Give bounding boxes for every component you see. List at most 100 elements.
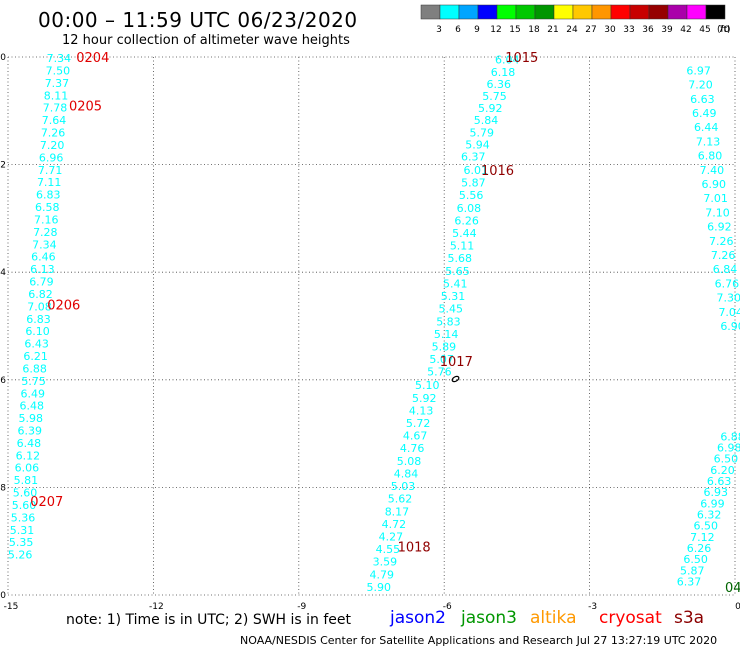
wave-height-label: 6.48 [19, 400, 44, 413]
wave-height-label: 5.84 [474, 114, 499, 127]
wave-height-label: 5.79 [470, 126, 495, 139]
wave-height-label: 7.01 [703, 192, 728, 205]
legend-swatch [667, 4, 688, 20]
wave-height-label: 5.26 [8, 549, 33, 562]
wave-height-label: 5.65 [445, 265, 470, 278]
wave-height-label: 6.21 [23, 350, 48, 363]
wave-height-label: 6.84 [713, 263, 738, 276]
wave-height-label: 6.12 [16, 449, 41, 462]
legend-swatch [572, 4, 593, 20]
wave-height-label: 4.67 [403, 430, 428, 443]
wave-height-label: 7.78 [43, 102, 68, 115]
legend-tick-label: 24 [566, 25, 578, 35]
legend-tick-label: 33 [623, 25, 634, 35]
wave-height-label: 6.80 [698, 150, 723, 163]
wave-height-label: 6.18 [491, 66, 516, 79]
legend-swatch [496, 4, 517, 20]
wave-height-label: 6.96 [39, 151, 64, 164]
wave-height-label: 6.48 [17, 437, 42, 450]
wave-height-label: 8.11 [44, 89, 69, 102]
legend-tick-label: 42 [680, 25, 691, 35]
legend-swatch [515, 4, 536, 20]
legend-tick-label: 15 [509, 25, 520, 35]
wave-height-label: 7.40 [700, 164, 725, 177]
wave-height-label: 6.88 [22, 362, 47, 375]
color-legend: 3 6 9 12 15 18 21 24 27 30 33 36 39 42 45 70(ft) [420, 4, 731, 35]
legend-tick-label: 30 [604, 25, 616, 35]
wave-height-label: 4.72 [382, 518, 407, 531]
wave-height-label: 5.75 [482, 90, 507, 103]
wave-height-label: 5.60 [12, 499, 37, 512]
wave-height-label: 5.87 [680, 564, 705, 577]
lon-axis-label: -3 [588, 602, 597, 612]
wave-height-label: 5.92 [412, 392, 437, 405]
wave-height-label: 6.49 [692, 107, 717, 120]
wave-height-label: 6.58 [35, 201, 60, 214]
wave-height-label: 6.26 [454, 214, 479, 227]
wave-height-label: 6.44 [694, 121, 719, 134]
wave-height-label: 6.49 [20, 387, 45, 400]
wave-height-label: 7.11 [37, 176, 62, 189]
wave-height-label: 8.17 [385, 505, 410, 518]
wave-height-label: 6.37 [461, 151, 486, 164]
wave-height-label: 6.63 [690, 93, 715, 106]
wave-height-label: 6.90 [701, 178, 726, 191]
wave-height-label: 5.60 [13, 487, 38, 500]
wave-height-label: 6.04 [495, 54, 520, 67]
legend-swatch [648, 4, 669, 20]
wave-height-label: 6.50 [683, 553, 708, 566]
legend-tick-label: 18 [528, 25, 540, 35]
legend-swatch [420, 4, 441, 20]
wave-height-label: 4.27 [379, 530, 404, 543]
wave-height-label: 5.36 [11, 511, 36, 524]
lat-axis-label: 12 [0, 161, 6, 171]
legend-tick-label: 70 [718, 25, 730, 35]
track-time-label: 0207 [30, 495, 63, 510]
legend-swatch [458, 4, 479, 20]
wave-height-label: 6.83 [26, 313, 51, 326]
wave-height-label: 7.04 [718, 306, 740, 319]
wave-height-label: 5.62 [388, 493, 413, 506]
time-labels: 0204 0205 0206 0207 1015 1016 1017 1018 045 [30, 51, 740, 596]
wave-height-label: 5.76 [427, 366, 452, 379]
wave-height-label: 4.79 [370, 568, 395, 581]
wave-height-label: 5.98 [19, 412, 44, 425]
wave-height-label: 7.64 [42, 114, 67, 127]
wave-height-label: 4.13 [409, 404, 434, 417]
wave-height-label: 4.76 [400, 442, 425, 455]
wave-height-label: 5.44 [452, 227, 477, 240]
satellite-tracks: 7.347.507.378.117.787.647.267.206.967.71… [8, 52, 740, 594]
legend-tick-label: 36 [642, 25, 654, 35]
legend-tick-label: 3 [436, 25, 442, 35]
wave-height-label: 7.26 [711, 249, 736, 262]
legend-unit-label: (ft) [717, 25, 731, 35]
wave-height-label: 6.90 [720, 320, 740, 333]
mission-s3a: s3a [674, 608, 705, 628]
wave-height-label: 6.01 [463, 164, 488, 177]
wave-height-label: 6.08 [457, 202, 482, 215]
wave-height-label: 4.55 [376, 543, 401, 556]
wave-height-label: 7.26 [41, 127, 66, 140]
wave-height-label: 5.35 [9, 536, 34, 549]
wave-height-label: 6.83 [36, 189, 61, 202]
wave-height-label: 5.41 [443, 277, 468, 290]
wave-height-label: 6.88 [720, 430, 740, 443]
wave-height-label: 6.50 [714, 453, 739, 466]
wave-height-label: 5.68 [448, 252, 473, 265]
mission-jason3: jason3 [461, 608, 517, 628]
wave-height-label: 6.13 [30, 263, 55, 276]
track-time-label: 1015 [505, 51, 538, 66]
map-subtitle: 12 hour collection of altimeter wave hei… [62, 33, 350, 48]
wave-height-label: 5.83 [436, 315, 461, 328]
wave-height-label: 7.30 [717, 292, 740, 305]
wave-height-label: 6.79 [29, 276, 54, 289]
wave-height-label: 7.34 [32, 238, 57, 251]
track-time-label: 1017 [440, 355, 473, 370]
wave-height-label: 7.26 [709, 235, 734, 248]
legend-swatch [553, 4, 574, 20]
wave-height-label: 7.10 [705, 206, 730, 219]
wave-height-label: 6.97 [686, 64, 711, 77]
track-time-label: 0206 [47, 298, 80, 313]
track-time-label: 0205 [69, 99, 102, 114]
